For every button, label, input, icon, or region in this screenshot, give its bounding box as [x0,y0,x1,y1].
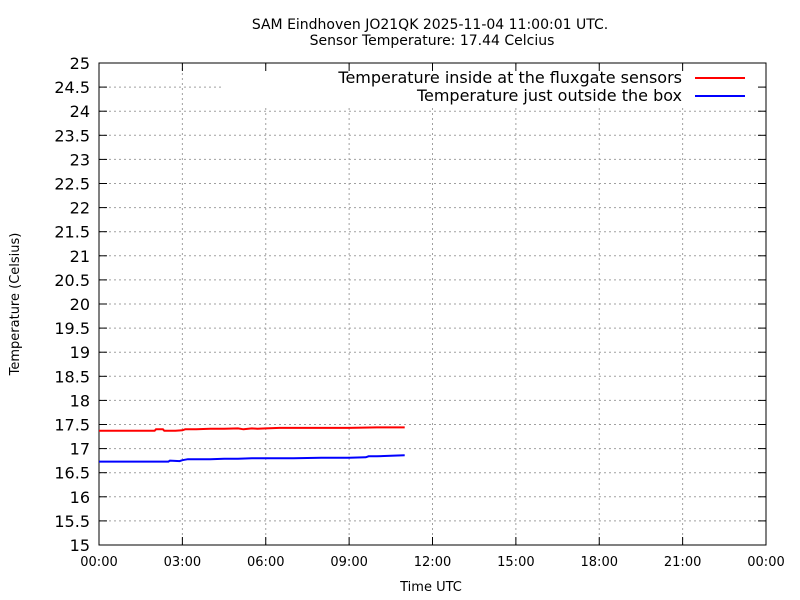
chart-title: SAM Eindhoven JO21QK 2025-11-04 11:00:01… [252,17,608,33]
x-tick-label: 12:00 [414,555,451,570]
legend-background [222,66,763,106]
y-tick-label: 19.5 [54,319,90,338]
x-tick-label: 15:00 [497,555,534,570]
y-tick-label: 16 [70,488,90,507]
series-line-1 [99,426,405,432]
x-tick-label: 06:00 [247,555,284,570]
y-axis-label: Temperature (Celsius) [8,233,23,377]
x-tick-label: 00:00 [747,555,784,570]
y-tick-label: 18.5 [54,367,90,386]
x-tick-label: 00:00 [80,555,117,570]
x-axis-ticks: 00:00 03:00 06:00 09:00 12:00 15:00 18:00 21:00… [80,63,785,570]
legend-label-2: Temperature just outside the box [416,86,682,105]
y-tick-label: 22 [70,199,90,218]
legend-label-1: Temperature inside at the fluxgate senso… [337,68,682,87]
y-tick-label: 20.5 [54,271,90,290]
x-axis-label: Time UTC [399,580,462,595]
y-tick-label: 15.5 [54,512,90,531]
y-tick-label: 19 [70,343,90,362]
y-tick-label: 25 [70,54,90,73]
y-tick-label: 21.5 [54,223,90,242]
x-tick-label: 09:00 [330,555,367,570]
legend: Temperature inside at the fluxgate senso… [337,68,745,105]
plot-frame [98,62,767,546]
y-axis-ticks: 15 15.5 16 16.5 17 17.5 18 18.5 19 19.5 20 20.5 21 21… [54,54,766,555]
series-line-2 [99,454,405,463]
y-tick-label: 16.5 [54,464,90,483]
chart-subtitle: Sensor Temperature: 17.44 Celcius [310,33,555,49]
y-tick-label: 21 [70,247,90,266]
y-tick-label: 20 [70,295,90,314]
y-tick-label: 24 [70,102,90,121]
y-tick-label: 17.5 [54,416,90,435]
y-tick-label: 24.5 [54,78,90,97]
y-tick-label: 17 [70,440,90,459]
y-tick-label: 23 [70,150,90,169]
x-tick-label: 03:00 [164,555,201,570]
y-tick-label: 22.5 [54,175,90,194]
x-tick-label: 21:00 [664,555,701,570]
y-tick-label: 23.5 [54,126,90,145]
x-tick-label: 18:00 [581,555,618,570]
data-series [99,426,405,463]
grid-lines [99,63,766,545]
y-tick-label: 18 [70,391,90,410]
y-tick-label: 15 [70,536,90,555]
